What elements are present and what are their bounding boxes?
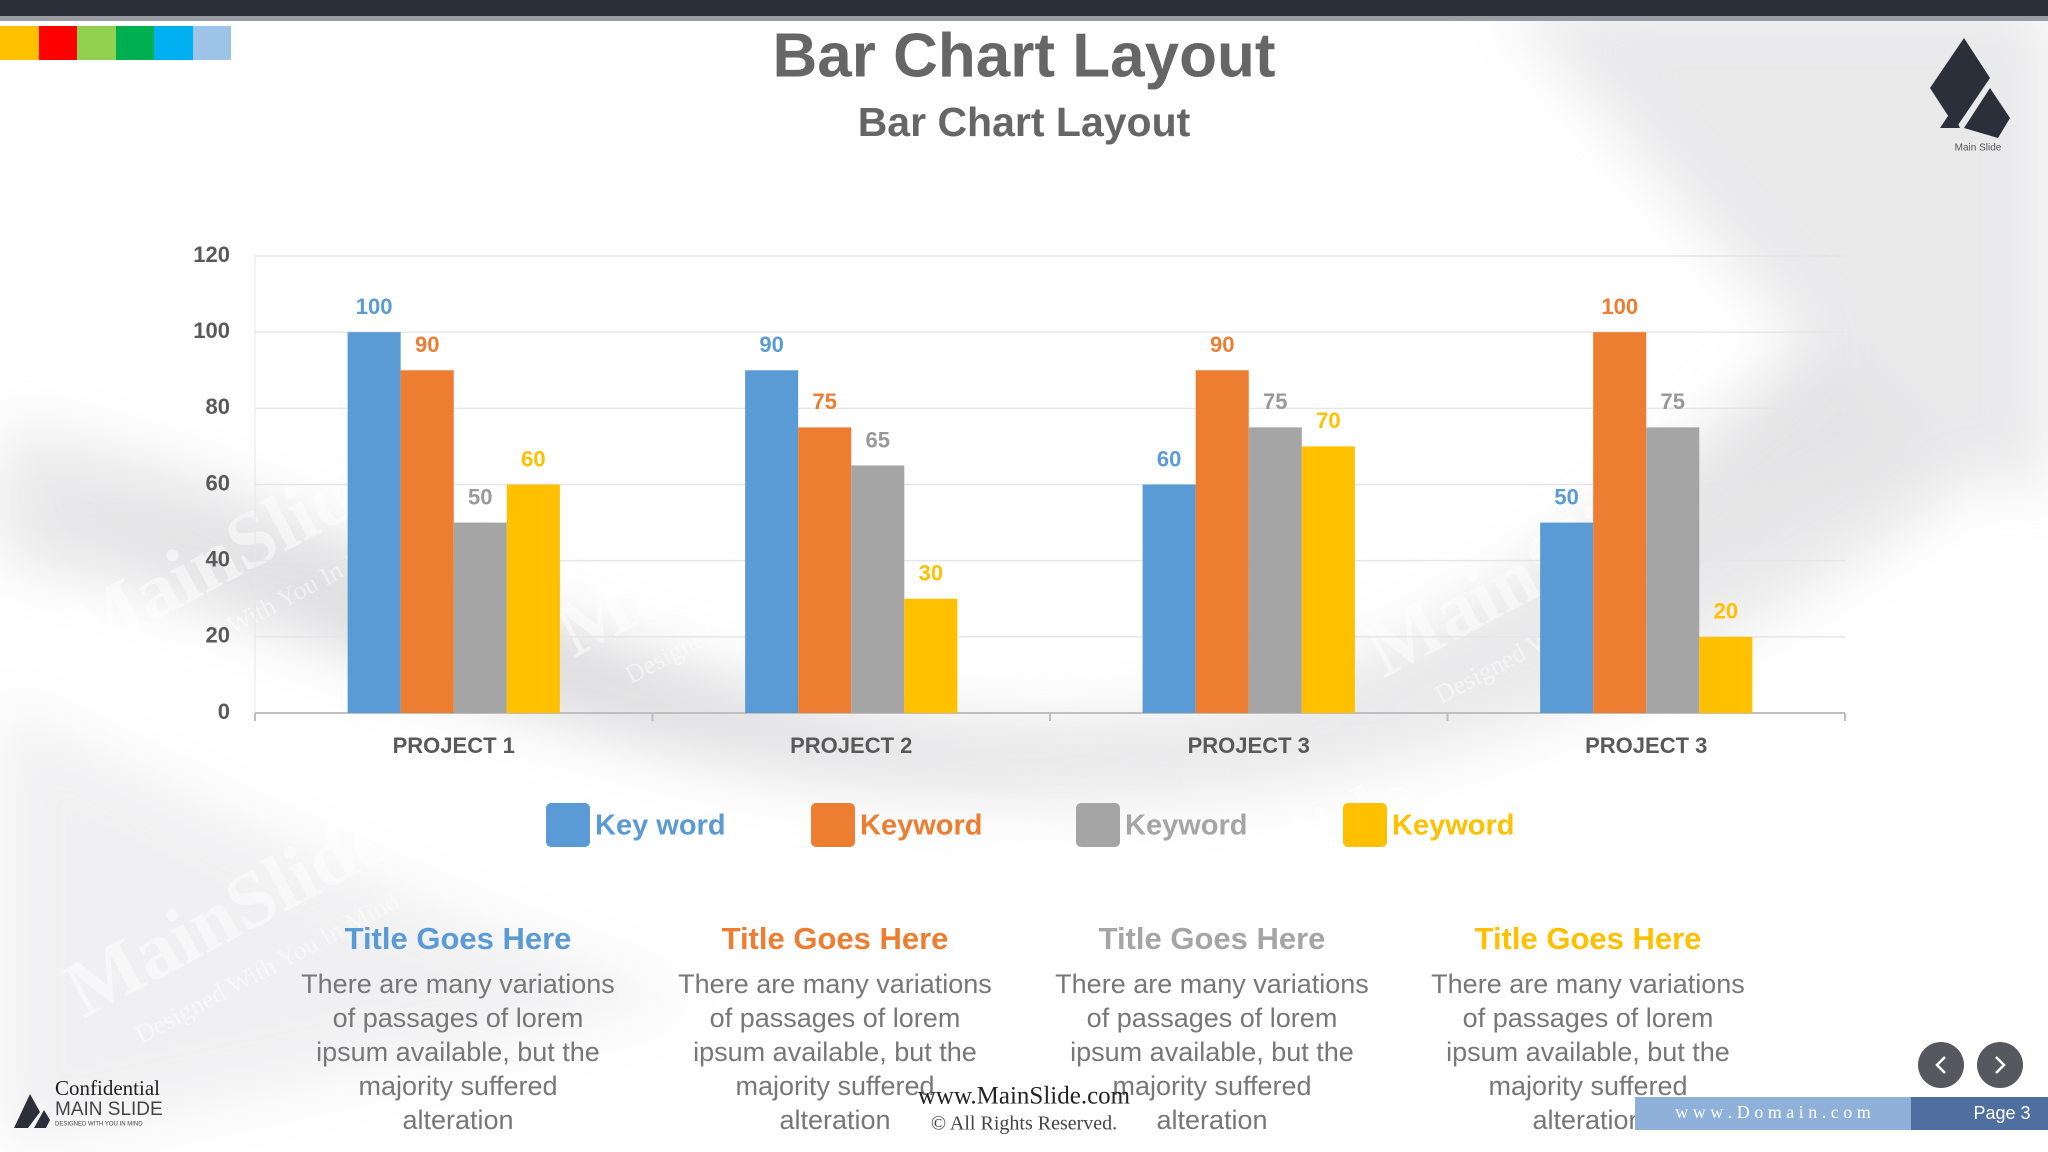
next-button[interactable] [1977, 1042, 2023, 1088]
value-label: 60 [1157, 446, 1181, 471]
y-tick-label: 20 [206, 623, 230, 648]
top-bar [0, 0, 2048, 16]
block-title: Title Goes Here [1099, 921, 1326, 956]
block-body-line: alteration [1532, 1105, 1643, 1135]
footer-website: www.MainSlide.com [918, 1083, 1131, 1110]
legend-label: Keyword [1125, 810, 1247, 842]
bar [1195, 370, 1249, 713]
bar [400, 370, 454, 713]
x-tick-label: PROJECT 2 [790, 733, 912, 758]
footer: Confidential MAIN SLIDE DESIGNED WITH YO… [14, 1076, 2048, 1135]
bar [1646, 427, 1700, 713]
bar [453, 522, 507, 713]
block-body-line: of passages of lorem [1463, 1003, 1714, 1033]
text-blocks: Title Goes Here There are many variations… [301, 921, 1745, 1135]
bar [798, 427, 852, 713]
bar [1142, 484, 1196, 713]
footer-brand: MAIN SLIDE [55, 1099, 163, 1120]
block-title: Title Goes Here [1475, 921, 1702, 956]
color-strip [0, 26, 231, 60]
block-body-line: of passages of lorem [333, 1003, 584, 1033]
page-number: Page 3 [1973, 1103, 2030, 1123]
page-box [1911, 1097, 2048, 1130]
value-label: 90 [415, 332, 439, 357]
value-label: 90 [1210, 332, 1234, 357]
block-title: Title Goes Here [345, 921, 572, 956]
value-label: 65 [866, 427, 890, 452]
block-body-line: of passages of lorem [710, 1003, 961, 1033]
x-tick-label: PROJECT 3 [1585, 733, 1707, 758]
bar [1248, 427, 1302, 713]
block-body-line: alteration [402, 1105, 513, 1135]
block-body-line: majority suffered [1488, 1071, 1687, 1101]
logo-text: Main Slide [1955, 143, 2002, 154]
y-tick-label: 120 [193, 242, 230, 267]
legend-label: Key word [595, 810, 726, 842]
block-body-line: There are many variations [1055, 969, 1369, 999]
block-body-line: There are many variations [1431, 969, 1745, 999]
footer-rights: © All Rights Reserved. [931, 1113, 1117, 1135]
legend-swatch [1076, 803, 1120, 847]
chart: 0 20 40 60 80 100 120 PROJECT 1 100 90 50 60 PROJECT… [193, 242, 1846, 847]
legend-swatch [546, 803, 590, 847]
y-tick-label: 40 [206, 546, 230, 571]
block-body-line: ipsum available, but the [316, 1037, 600, 1067]
legend-swatch [1343, 803, 1387, 847]
value-label: 60 [521, 446, 545, 471]
y-tick-label: 0 [218, 699, 230, 724]
block-body-line: ipsum available, but the [1070, 1037, 1354, 1067]
slide-subtitle: Bar Chart Layout [858, 99, 1191, 145]
bar [347, 332, 401, 713]
domain-bar [1635, 1097, 1911, 1130]
legend-swatch [811, 803, 855, 847]
value-label: 75 [812, 389, 836, 414]
prev-button[interactable] [1918, 1042, 1964, 1088]
bar [851, 465, 905, 713]
block-title: Title Goes Here [722, 921, 949, 956]
x-tick-label: PROJECT 3 [1188, 733, 1310, 758]
value-label: 100 [356, 294, 393, 319]
value-label: 50 [1554, 484, 1578, 509]
legend-label: Keyword [1392, 810, 1514, 842]
block-body-line: ipsum available, but the [693, 1037, 977, 1067]
value-label: 50 [468, 484, 492, 509]
value-label: 100 [1601, 294, 1638, 319]
block-body-line: There are many variations [678, 969, 992, 999]
bar [904, 598, 958, 713]
slide-title: Bar Chart Layout [773, 21, 1276, 90]
footer-confidential: Confidential [55, 1076, 160, 1100]
block-body-line: alteration [779, 1105, 890, 1135]
bar [1593, 332, 1647, 713]
bar [1540, 522, 1594, 713]
value-label: 20 [1714, 599, 1738, 624]
block-body-line: of passages of lorem [1087, 1003, 1338, 1033]
value-label: 75 [1661, 389, 1685, 414]
value-label: 90 [759, 332, 783, 357]
value-label: 30 [919, 561, 943, 586]
value-label: 75 [1263, 389, 1287, 414]
y-tick-label: 80 [206, 394, 230, 419]
y-tick-label: 60 [206, 470, 230, 495]
bar [1699, 636, 1753, 713]
block-body-line: ipsum available, but the [1446, 1037, 1730, 1067]
block-body-line: There are many variations [301, 969, 615, 999]
bar [506, 484, 560, 713]
block-body-line: alteration [1156, 1105, 1267, 1135]
value-label: 70 [1316, 408, 1340, 433]
block-body-line: majority suffered [735, 1071, 934, 1101]
footer-tagline: DESIGNED WITH YOU IN MIND [55, 1122, 143, 1128]
y-tick-label: 100 [193, 318, 230, 343]
bar [1301, 446, 1355, 713]
footer-domain: w w w . D o m a i n . c o m [1675, 1102, 1870, 1122]
block-body-line: majority suffered [1112, 1071, 1311, 1101]
bar [745, 370, 799, 713]
top-bar-shade [0, 16, 2048, 21]
x-tick-label: PROJECT 1 [393, 733, 515, 758]
legend-label: Keyword [860, 810, 982, 842]
block-body-line: majority suffered [358, 1071, 557, 1101]
logo: Main Slide [1930, 38, 2010, 154]
